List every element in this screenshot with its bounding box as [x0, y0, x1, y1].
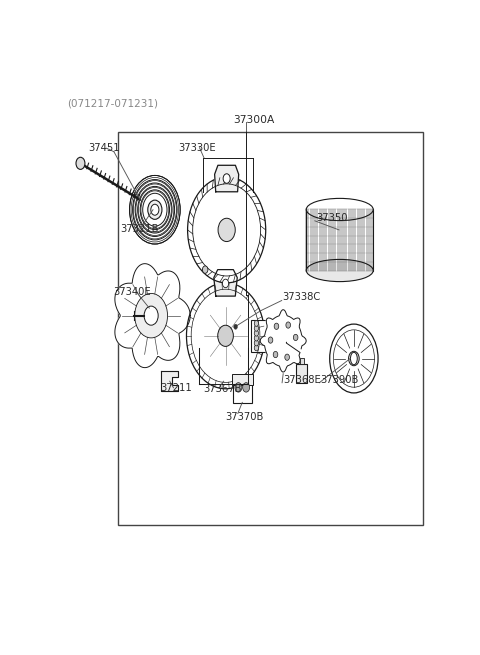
Text: 37368E: 37368E — [283, 375, 321, 384]
Circle shape — [235, 383, 242, 392]
Circle shape — [286, 322, 290, 328]
Text: 37451: 37451 — [88, 143, 120, 153]
Circle shape — [144, 306, 158, 325]
Polygon shape — [115, 264, 190, 367]
Text: 37321B: 37321B — [120, 224, 159, 234]
Circle shape — [273, 352, 278, 358]
Circle shape — [76, 157, 85, 170]
Text: 37370B: 37370B — [226, 411, 264, 422]
Text: 37350: 37350 — [316, 214, 348, 223]
Circle shape — [293, 334, 298, 341]
Circle shape — [223, 174, 230, 183]
Ellipse shape — [350, 352, 357, 365]
Text: 37330E: 37330E — [178, 143, 216, 153]
Bar — [300, 358, 304, 364]
Ellipse shape — [330, 324, 378, 393]
Circle shape — [222, 279, 228, 288]
Circle shape — [218, 326, 233, 346]
Bar — [251, 320, 278, 352]
Circle shape — [274, 323, 279, 329]
Circle shape — [268, 337, 273, 343]
Bar — [296, 364, 307, 383]
Circle shape — [254, 340, 259, 346]
Circle shape — [151, 204, 159, 215]
Circle shape — [243, 383, 250, 392]
Circle shape — [254, 335, 259, 341]
Circle shape — [254, 330, 259, 336]
Circle shape — [254, 326, 259, 331]
Bar — [233, 375, 252, 403]
Circle shape — [348, 351, 359, 365]
Text: 37300A: 37300A — [233, 115, 274, 125]
Text: 37338C: 37338C — [282, 292, 321, 302]
Circle shape — [130, 176, 180, 244]
Circle shape — [254, 320, 259, 326]
Circle shape — [188, 177, 266, 283]
Text: 37390B: 37390B — [321, 375, 359, 384]
Polygon shape — [215, 165, 239, 192]
Circle shape — [148, 200, 162, 219]
Circle shape — [203, 266, 208, 273]
Polygon shape — [161, 371, 178, 391]
Circle shape — [186, 283, 264, 389]
Text: 37367B: 37367B — [203, 384, 242, 394]
Circle shape — [234, 324, 238, 329]
Bar — [118, 132, 423, 525]
Text: 37211: 37211 — [160, 383, 192, 393]
Circle shape — [285, 354, 289, 360]
Text: (071217-071231): (071217-071231) — [67, 99, 158, 109]
Text: 37340E: 37340E — [113, 287, 150, 297]
Polygon shape — [260, 310, 306, 372]
Bar — [306, 210, 373, 271]
Polygon shape — [214, 270, 237, 296]
Circle shape — [254, 345, 259, 351]
Circle shape — [135, 293, 168, 338]
Bar — [232, 373, 253, 384]
Ellipse shape — [306, 259, 373, 282]
Circle shape — [218, 218, 235, 242]
Ellipse shape — [306, 198, 373, 221]
